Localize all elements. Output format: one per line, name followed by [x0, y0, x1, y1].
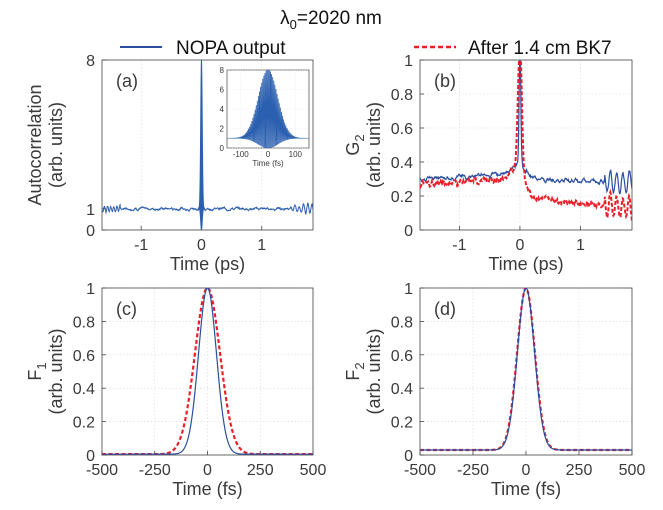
- y-tick-label: 0.6: [391, 348, 413, 365]
- y-tick-label: 1: [86, 202, 95, 219]
- panel-label: (a): [116, 71, 138, 91]
- inset-x-axis-label: Time (fs): [252, 159, 284, 168]
- panel-label: (d): [434, 299, 456, 319]
- y-tick-label: 0: [86, 448, 95, 465]
- y-tick-label: 8: [86, 53, 95, 70]
- series-line-nopa: [102, 202, 313, 215]
- panel-d: -500 -250 0 250 500 0 0.2 0.4 0.6 0.8 1 Time (fs) F2…: [343, 281, 645, 499]
- x-tick-label: 500: [300, 462, 327, 479]
- inset-x-tick-label: -100: [233, 150, 250, 159]
- inset-y-tick-label: 6: [220, 86, 225, 95]
- series-line-nopa: [420, 288, 632, 451]
- y-tick-label: 1: [404, 281, 413, 298]
- y-tick-label: 0.2: [391, 189, 413, 206]
- y-tick-label: 0.6: [391, 121, 413, 138]
- y-axis-label-sub: 1: [34, 362, 49, 369]
- y-axis-label-main: F: [25, 370, 45, 381]
- figure-title: λ0=2020 nm: [280, 8, 382, 32]
- inset: -100 0 100 0 2 4 6 8 Time (fs): [220, 66, 310, 168]
- plot-frame: [101, 59, 314, 231]
- y-tick-label: 0: [86, 223, 95, 240]
- y-tick-label: 0.2: [73, 415, 95, 432]
- x-axis-label: Time (fs): [491, 479, 561, 499]
- y-axis-label-sub: 2: [352, 362, 367, 369]
- y-axis-label-main: G: [343, 142, 363, 156]
- x-tick-label: 1: [576, 237, 585, 254]
- y-axis-label-sub: 2: [352, 134, 367, 141]
- x-tick-label: 0: [522, 462, 531, 479]
- legend-label-nopa: NOPA output: [176, 38, 286, 59]
- y-axis-label-units: (arb. units): [46, 102, 66, 188]
- title-lambda: λ: [280, 8, 290, 29]
- x-tick-label: -1: [134, 237, 148, 254]
- y-axis-label: F1: [25, 362, 49, 380]
- x-tick-label: -500: [404, 462, 436, 479]
- inset-x-tick-label: 0: [266, 150, 271, 159]
- legend-label-bk7: After 1.4 cm BK7: [468, 38, 612, 59]
- y-axis-label-units: (arb. units): [364, 102, 384, 188]
- title-value: =2020 nm: [297, 8, 382, 29]
- x-tick-label: -500: [86, 462, 118, 479]
- panel-label: (c): [116, 299, 137, 319]
- series-fringes-nopa: [197, 60, 206, 230]
- inset-x-tick-label: 100: [289, 150, 303, 159]
- y-axis-label-units: (arb. units): [364, 328, 384, 414]
- plot-area: [102, 288, 313, 455]
- plot-frame: [419, 59, 633, 231]
- y-tick-label: 0.2: [391, 415, 413, 432]
- y-tick-label: 0.4: [391, 155, 413, 172]
- y-axis-label: Autocorrelation: [25, 84, 45, 205]
- y-axis-label: G2: [343, 134, 367, 155]
- panel-b: -1 0 1 0 0.2 0.4 0.6 0.8 1 Time (ps) G2(arb. units…: [343, 53, 633, 274]
- y-axis-label: F2: [343, 362, 367, 380]
- series-line-bk7: [420, 60, 632, 222]
- inset-y-tick-label: 8: [220, 66, 225, 75]
- x-tick-label: 250: [566, 462, 593, 479]
- x-tick-label: -1: [452, 237, 466, 254]
- inset-fringes: [227, 69, 309, 149]
- plot-area: [420, 60, 632, 222]
- y-axis-label-main: F: [343, 370, 363, 381]
- panel-a: -1 0 1 0 1 8 Time (ps) Autocorrelation (arb. uni…: [25, 53, 314, 274]
- y-tick-label: 0: [404, 223, 413, 240]
- plot-area: [102, 60, 313, 230]
- x-tick-label: 1: [257, 237, 266, 254]
- series-line-nopa: [102, 288, 313, 455]
- x-tick-label: 250: [247, 462, 274, 479]
- title-subscript: 0: [290, 17, 297, 32]
- y-tick-label: 0.6: [73, 348, 95, 365]
- y-tick-label: 0: [404, 448, 413, 465]
- y-tick-label: 0.8: [391, 87, 413, 104]
- inset-y-tick-label: 2: [220, 125, 225, 134]
- legend: NOPA output After 1.4 cm BK7: [120, 38, 612, 59]
- y-axis-label-units: (arb. units): [46, 328, 66, 414]
- panel-label: (b): [434, 71, 456, 91]
- plot-area: [420, 288, 632, 452]
- y-tick-label: 0.8: [391, 314, 413, 331]
- x-tick-label: 0: [203, 462, 212, 479]
- x-axis-label: Time (ps): [170, 254, 245, 274]
- y-tick-label: 0.8: [73, 314, 95, 331]
- x-axis-label: Time (ps): [488, 254, 563, 274]
- inset-y-tick-label: 4: [220, 105, 225, 114]
- y-tick-label: 0.4: [391, 381, 413, 398]
- x-tick-label: -250: [457, 462, 489, 479]
- y-tick-label: 1: [86, 281, 95, 298]
- y-tick-label: 0.4: [73, 381, 95, 398]
- inset-y-tick-label: 0: [220, 144, 225, 153]
- x-tick-label: -250: [139, 462, 171, 479]
- x-tick-label: 0: [515, 237, 524, 254]
- x-tick-label: 0: [197, 237, 206, 254]
- y-tick-label: 1: [404, 53, 413, 70]
- x-axis-label: Time (fs): [172, 479, 242, 499]
- x-tick-label: 500: [619, 462, 646, 479]
